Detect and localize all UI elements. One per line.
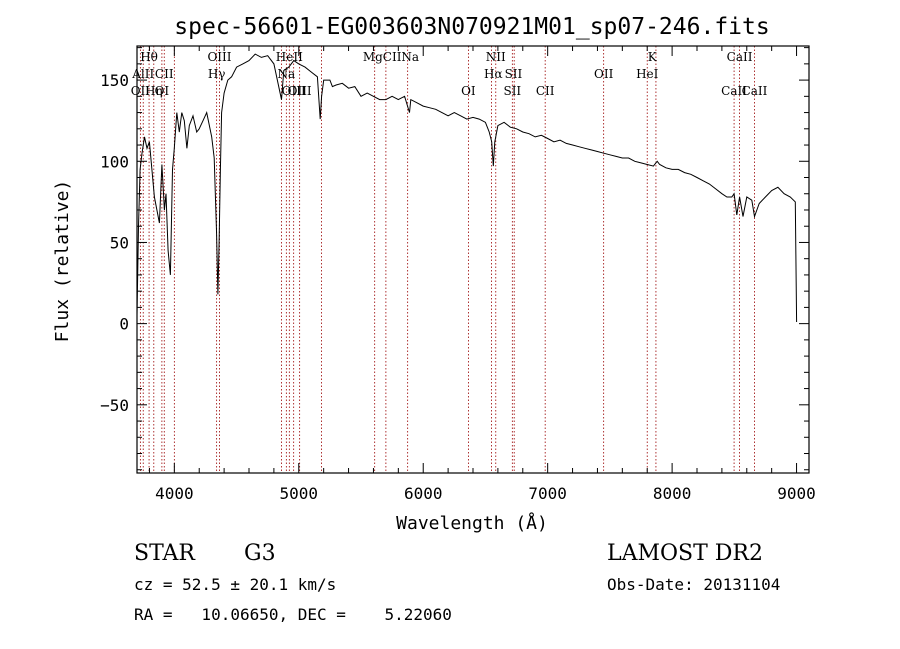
- line-name-label: CII: [155, 67, 174, 81]
- x-tick-label: 6000: [404, 484, 443, 503]
- line-name-label: OI: [155, 84, 170, 98]
- line-name-label: CII: [536, 84, 555, 98]
- line-name-label: OII: [594, 67, 614, 81]
- chart-title: spec-56601-EG003603N070921M01_sp07-246.f…: [174, 14, 769, 40]
- line-name-label: Hα: [484, 67, 503, 81]
- line-name-label: SII: [505, 67, 523, 81]
- line-name-label: K: [648, 50, 658, 64]
- line-name-label: Hθ: [140, 50, 158, 64]
- spectrum-line: [136, 53, 798, 323]
- plot-frame: [136, 45, 810, 474]
- line-name-label: OI: [461, 84, 476, 98]
- object-type: STAR: [134, 541, 196, 566]
- line-name-label: Na: [401, 50, 419, 64]
- line-name-label: CaII: [721, 84, 747, 98]
- y-tick-label: −50: [100, 396, 129, 415]
- line-name-label: OII: [131, 84, 151, 98]
- line-name-label: OIII: [282, 84, 306, 98]
- line-name-label: OIII: [288, 84, 312, 98]
- x-tick-label: 4000: [155, 484, 194, 503]
- line-name-label: AlII: [131, 67, 154, 81]
- line-name-label: MgCII: [363, 50, 402, 64]
- y-tick-label: 100: [100, 152, 129, 171]
- line-name-label: OIII: [207, 50, 231, 64]
- line-name-label: Hη: [145, 84, 163, 98]
- line-name-label: CaII: [742, 84, 768, 98]
- y-axis-label: Flux (relative): [52, 180, 73, 343]
- redshift-cz: cz = 52.5 ± 20.1 km/s: [134, 575, 336, 594]
- object-subclass: G3: [244, 541, 276, 566]
- line-name-label: CaII: [727, 50, 753, 64]
- y-tick-label: 0: [119, 315, 129, 334]
- y-axis-ticks: −50 0 50 100 150: [100, 47, 809, 471]
- spectral-line-markers: [139, 46, 755, 473]
- line-name-label: SII: [503, 84, 521, 98]
- x-tick-label: 8000: [653, 484, 692, 503]
- line-name-label: Na: [278, 67, 296, 81]
- x-axis-label: Wavelength (Å): [396, 512, 548, 534]
- survey-name: LAMOST DR2: [607, 541, 763, 566]
- coordinates: RA = 10.06650, DEC = 5.22060: [134, 605, 452, 624]
- y-tick-label: 50: [110, 233, 129, 252]
- observation-date: Obs-Date: 20131104: [607, 575, 780, 594]
- line-name-label: HeI: [636, 67, 659, 81]
- y-tick-label: 150: [100, 71, 129, 90]
- x-tick-label: 7000: [528, 484, 567, 503]
- x-tick-label: 5000: [280, 484, 319, 503]
- line-name-label: HeII: [276, 50, 303, 64]
- line-name-label: Hγ: [208, 67, 226, 81]
- x-tick-label: 9000: [777, 484, 816, 503]
- x-axis-ticks: 4000 5000 6000 7000 8000 9000: [148, 46, 816, 503]
- line-name-label: NII: [486, 50, 506, 64]
